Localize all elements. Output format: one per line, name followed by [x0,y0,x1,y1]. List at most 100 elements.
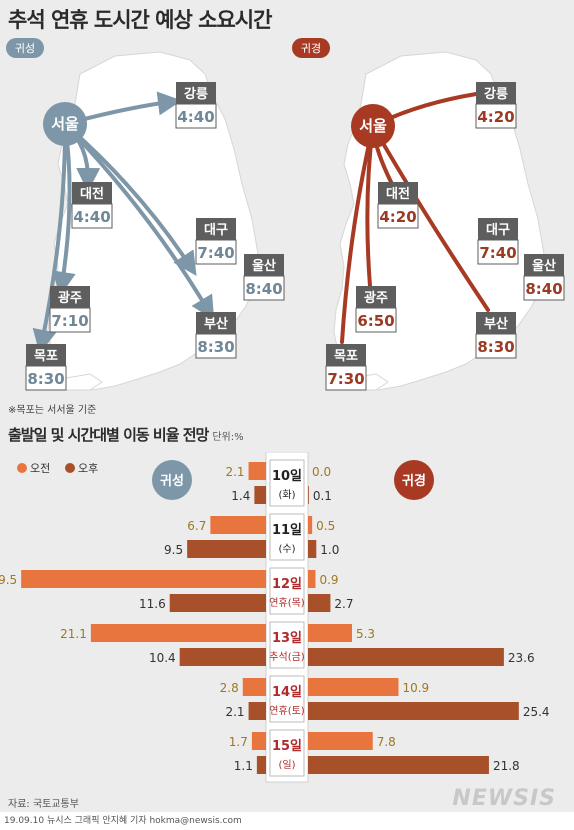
city-time-box [195,333,237,359]
bar-homecoming-am [248,462,266,480]
date-box [269,729,305,777]
label-return-am: 0.9 [319,573,338,587]
date-box [269,567,305,615]
city-name-box [196,312,236,334]
right-side-badge [394,460,434,500]
map-tag-label: 귀성 [15,42,35,55]
label-homecoming-am: 21.1 [60,627,87,641]
date-sub-label: (일) [278,759,295,771]
city-time: 4:20 [379,208,416,226]
label-homecoming-pm: 1.4 [231,489,250,503]
bar-homecoming-pm [179,648,266,666]
date-sub-label: (화) [278,489,295,501]
city-name-box [196,218,236,240]
date-column [265,452,309,783]
bar-homecoming-pm [248,702,266,720]
route-arrow [63,122,215,321]
city-time-box [475,333,517,359]
city-name-box [476,312,516,334]
city-name: 강릉 [184,86,208,102]
date-box [269,513,305,561]
date-label: 11일 [272,523,302,538]
bar-homecoming-am [251,732,266,750]
date-sub-label: (수) [278,543,295,555]
left-side-label: 귀성 [160,473,184,489]
city-name-box [524,254,564,276]
city-time: 4:40 [177,108,214,126]
city-time-box [477,239,519,265]
date-label: 14일 [272,685,302,700]
date-label: 12일 [272,577,302,592]
city-name: 부산 [484,316,508,332]
bar-return-am [308,732,373,750]
city-name-box [72,182,112,204]
city-time-box [355,307,397,333]
bar-homecoming-am [242,678,266,696]
hub-label: 서울 [359,117,387,135]
label-return-pm: 25.4 [523,705,550,719]
label-homecoming-am: 6.7 [187,519,206,533]
label-return-am: 7.8 [377,735,396,749]
chart-title-text: 출발일 및 시간대별 이동 비율 전망 [8,426,209,444]
label-return-am: 0.5 [316,519,335,533]
city-time-box [475,103,517,129]
bar-homecoming-pm [254,486,266,504]
city-time-box [523,275,565,301]
label-return-pm: 2.7 [334,597,353,611]
city-time: 4:40 [73,208,110,226]
city-name: 대구 [204,223,228,238]
city-time-box [49,307,91,333]
bar-homecoming-am [210,516,266,534]
bar-return-am [308,570,316,588]
label-return-am: 0.0 [312,465,331,479]
label-homecoming-pm: 1.1 [234,759,253,773]
city-time-box [377,203,419,229]
city-name-box [26,344,66,366]
bar-homecoming-pm [187,540,266,558]
label-homecoming-am: 29.5 [0,573,17,587]
newsis-watermark: NEWSIS [452,786,556,811]
city-time-box [243,275,285,301]
city-name: 대구 [486,223,510,238]
city-time-box [325,365,367,391]
city-name-box [50,286,90,308]
label-homecoming-pm: 2.1 [225,705,244,719]
date-sub-label: 추석(금) [269,651,305,663]
label-homecoming-pm: 10.4 [149,651,176,665]
bar-return-pm [308,648,504,666]
bar-homecoming-am [21,570,267,588]
page-title: 추석 연휴 도시간 예상 소요시간 [8,8,272,32]
label-return-am: 5.3 [356,627,375,641]
city-name-box [378,182,418,204]
hub-circle [43,102,87,146]
city-name: 울산 [252,258,276,274]
label-return-pm: 0.1 [313,489,332,503]
city-name-box [476,82,516,104]
right-side-label: 귀경 [402,473,426,489]
city-name: 부산 [204,316,228,332]
map-tag [292,38,330,58]
bar-homecoming-am [90,624,267,642]
city-time: 8:40 [525,280,562,298]
label-return-pm: 21.8 [493,759,520,773]
bar-return-pm [308,486,309,504]
map-tag-label: 귀경 [301,42,321,55]
city-name-box [478,218,518,240]
city-time: 8:30 [477,338,514,356]
city-time-box [175,103,217,129]
route-arrow [367,115,490,312]
legend-pm-dot [65,463,75,473]
map-tag [6,38,44,58]
label-homecoming-am: 2.1 [225,465,244,479]
city-time: 8:30 [197,338,234,356]
city-name-box [356,286,396,308]
city-time: 6:50 [357,312,394,330]
city-time: 8:30 [27,370,64,388]
city-name-box [176,82,216,104]
date-label: 15일 [272,739,302,754]
city-time-box [25,365,67,391]
city-name: 목포 [334,349,358,364]
